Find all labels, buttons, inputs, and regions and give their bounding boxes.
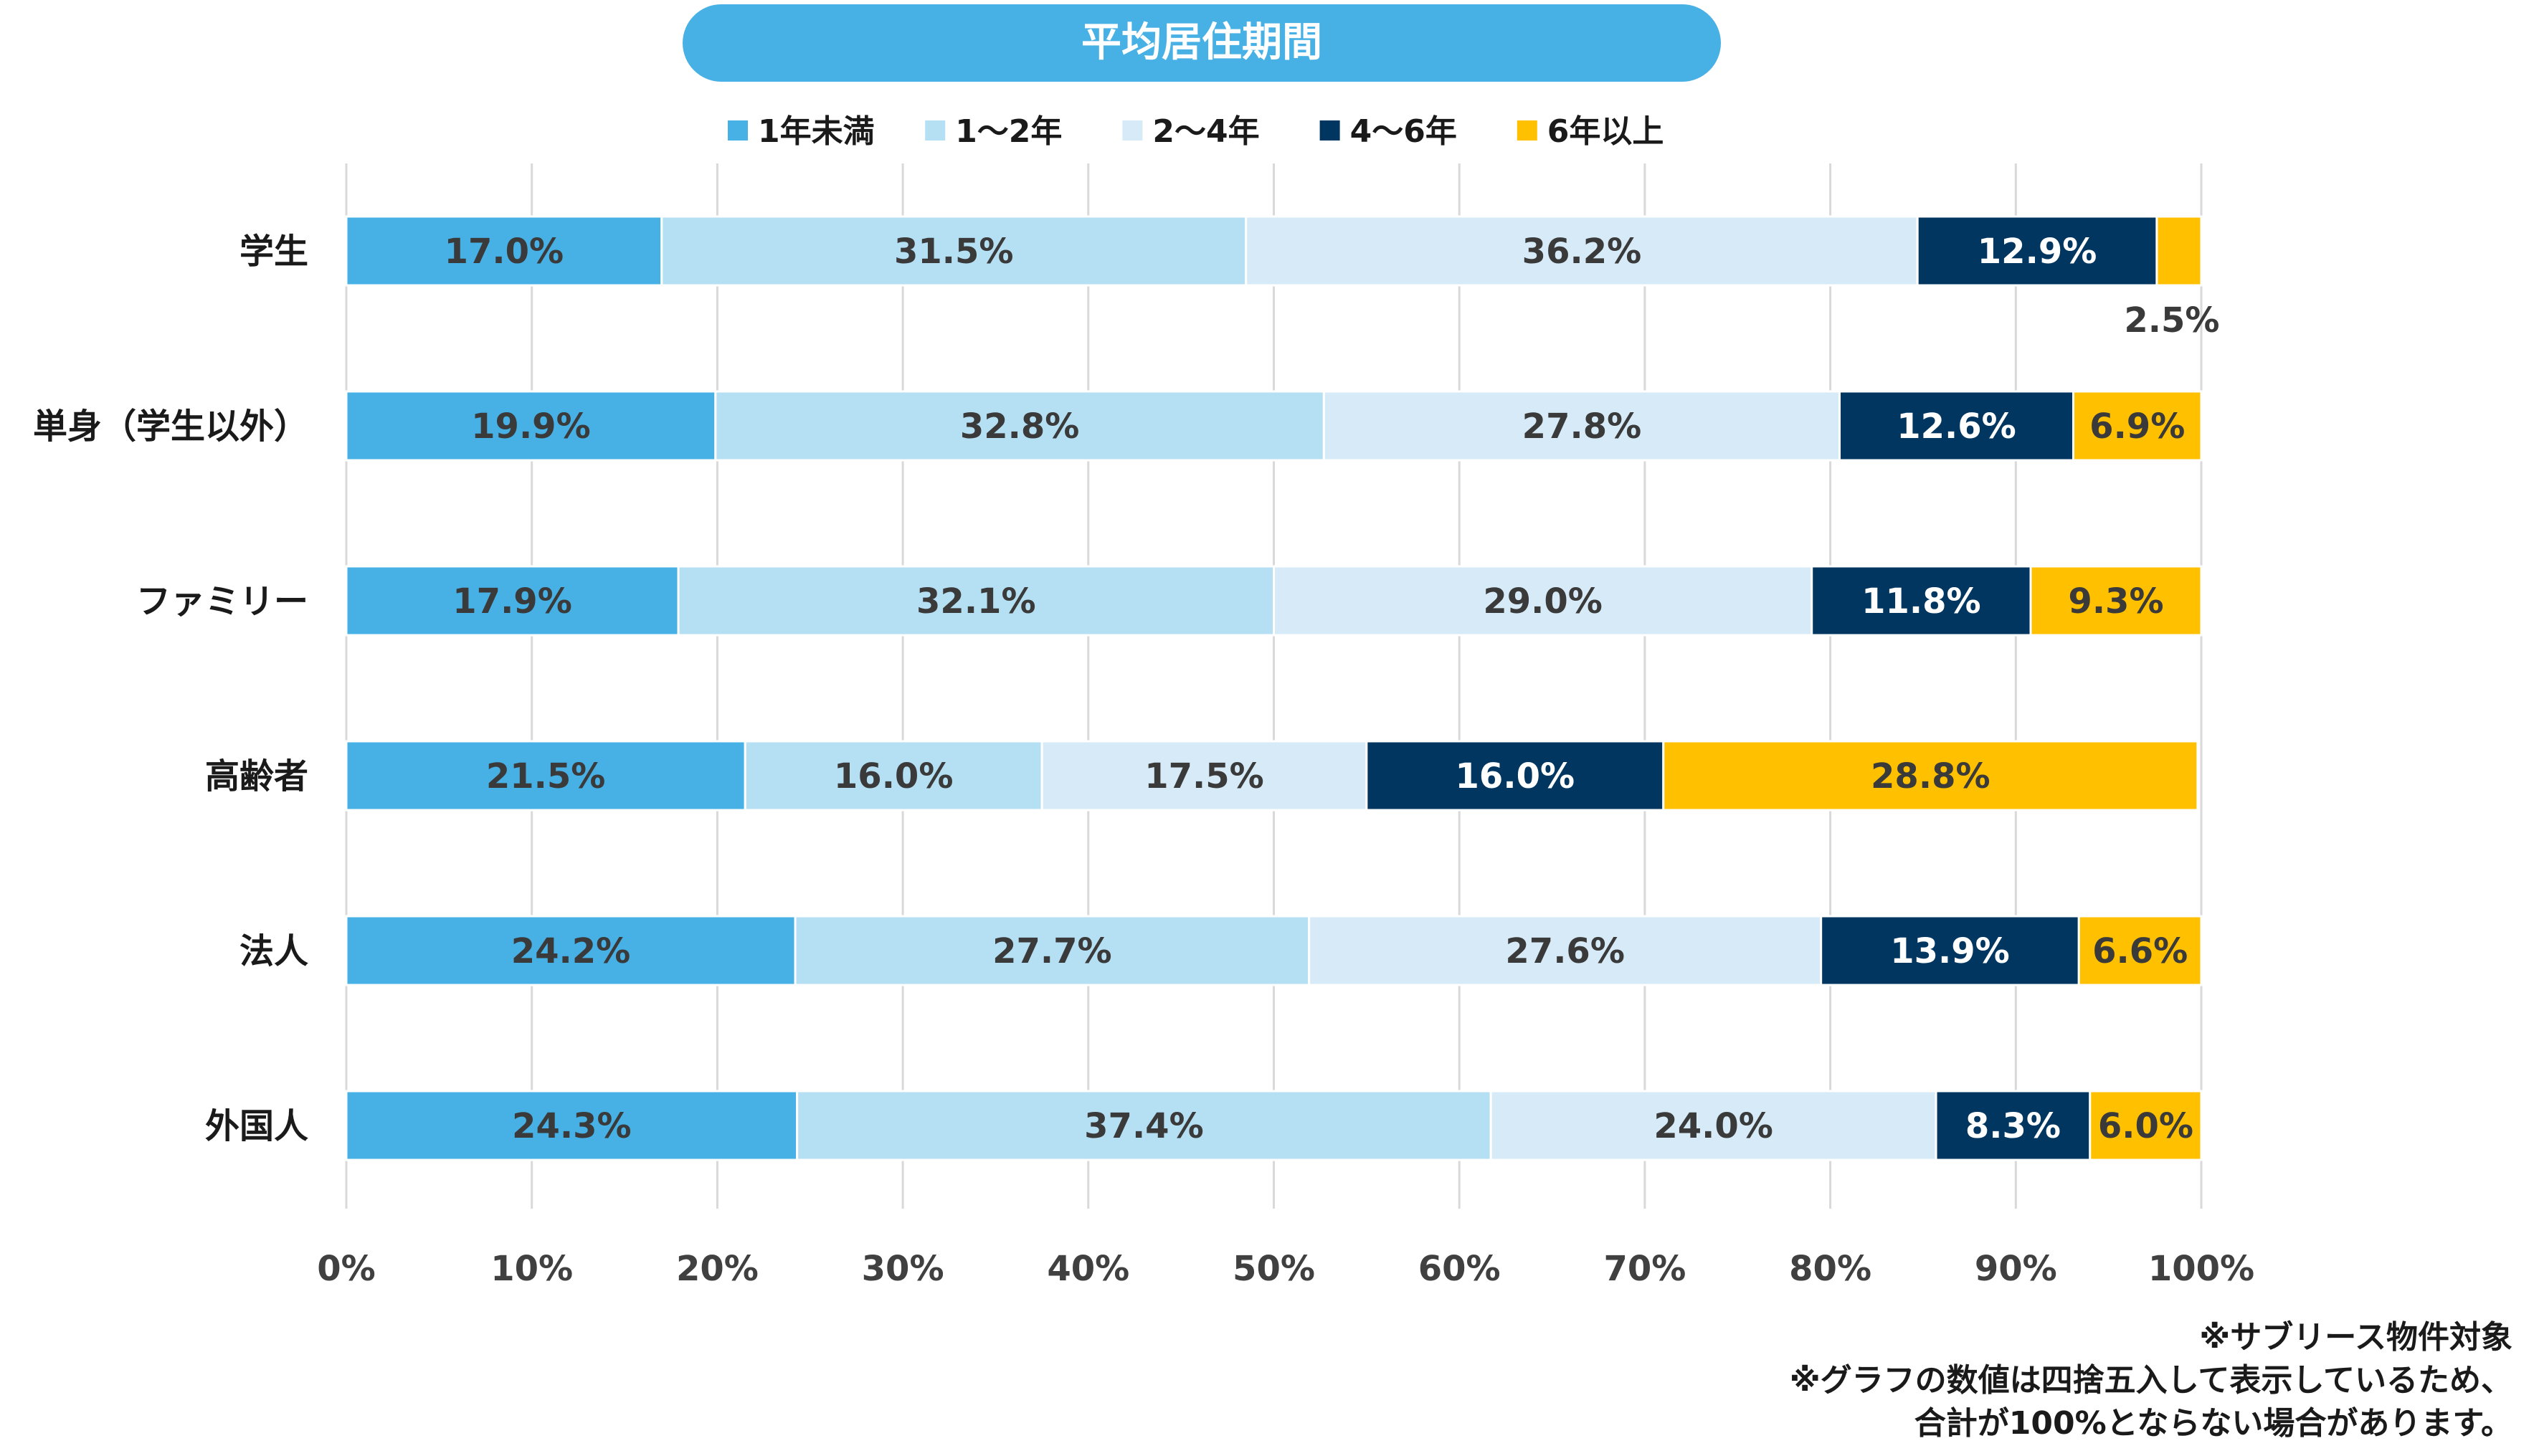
data-label: 16.0%	[834, 756, 954, 796]
x-tick-label: 70%	[1603, 1249, 1686, 1289]
x-tick-label: 40%	[1047, 1249, 1129, 1289]
data-label: 24.2%	[511, 931, 631, 971]
bar-segment	[2029, 565, 2203, 637]
legend: 1年未満 1～2年 2～4年 4～6年 6年以上	[728, 113, 1664, 150]
data-label: 29.0%	[1483, 581, 1603, 622]
x-tick-label: 50%	[1233, 1249, 1315, 1289]
legend-swatch	[1122, 120, 1143, 141]
bar-segment	[1489, 1090, 1937, 1161]
data-label: 37.4%	[1084, 1106, 1204, 1146]
legend-label: 2～4年	[1152, 113, 1259, 150]
data-label: 31.5%	[894, 232, 1014, 272]
bar-segment	[2072, 390, 2203, 462]
chart-title: 平均居住期間	[683, 4, 1721, 82]
bar-segment	[345, 390, 717, 462]
x-tick-label: 80%	[1789, 1249, 1871, 1289]
data-label: 17.9%	[452, 581, 572, 622]
legend-label: 1年未満	[758, 113, 875, 150]
bar-segment	[1820, 915, 2080, 986]
bar-segment	[2077, 915, 2203, 986]
data-label: 13.9%	[1890, 931, 2010, 971]
x-tick-label: 90%	[1975, 1249, 2057, 1289]
x-tick-label: 60%	[1418, 1249, 1501, 1289]
data-label: 21.5%	[486, 756, 606, 796]
category-label: 学生	[239, 232, 308, 272]
bar-segment	[660, 215, 1248, 287]
data-label: 24.0%	[1653, 1106, 1773, 1146]
legend-label: 1～2年	[955, 113, 1062, 150]
footnote-3: 合計が100%とならない場合があります。	[1914, 1405, 2512, 1442]
bar-segment	[2089, 1090, 2203, 1161]
bar-segment	[794, 915, 1311, 986]
bar-segment	[1322, 390, 1841, 462]
data-label: 27.6%	[1505, 931, 1625, 971]
category-label: 法人	[239, 931, 308, 971]
legend-label: 6年以上	[1547, 113, 1664, 150]
bar-segment	[345, 915, 797, 986]
bar-segment	[2155, 215, 2203, 287]
x-tick-label: 30%	[862, 1249, 944, 1289]
data-label: 2.5%	[2124, 300, 2219, 341]
gridlines	[345, 163, 2203, 1209]
data-labels: 17.0% 31.5% 36.2% 12.9% 2.5% 19.9% 32.8% 27.8% 1…	[445, 232, 2220, 1146]
data-label: 8.3%	[1965, 1106, 2061, 1146]
category-label: 外国人	[205, 1106, 308, 1146]
data-label: 17.0%	[445, 232, 564, 272]
bar-segment	[1935, 1090, 2092, 1161]
footnotes: ※サブリース物件対象 ※グラフの数値は四捨五入して表示しているため、 合計が10…	[1790, 1316, 2512, 1445]
data-label: 6.6%	[2092, 931, 2188, 971]
footnote-2: ※グラフの数値は四捨五入して表示しているため、	[1789, 1362, 2512, 1399]
data-label: 16.0%	[1456, 756, 1575, 796]
bar-segment	[1040, 740, 1368, 812]
x-tick-labels: 0% 10% 20% 30% 40% 50% 60% 70% 80% 90% 100%	[317, 1249, 2254, 1289]
legend-swatch	[925, 120, 946, 141]
bar-segment	[1838, 390, 2074, 462]
data-label: 24.3%	[512, 1106, 632, 1146]
data-label: 12.6%	[1897, 406, 2016, 447]
legend-swatch	[1319, 120, 1340, 141]
bar-segment	[714, 390, 1325, 462]
bar-segment	[744, 740, 1043, 812]
bar-segment	[345, 565, 680, 637]
data-label: 28.8%	[1871, 756, 1990, 796]
data-label: 11.8%	[1861, 581, 1981, 622]
bar-segment	[345, 1090, 799, 1161]
bar-segment	[1662, 740, 2199, 812]
bar-segment	[345, 740, 746, 812]
bar-segment	[796, 1090, 1492, 1161]
data-label: 36.2%	[1522, 232, 1642, 272]
data-label: 27.8%	[1522, 406, 1642, 447]
bar-segment	[345, 215, 663, 287]
legend-label: 4～6年	[1350, 113, 1457, 150]
x-tick-label: 10%	[490, 1249, 573, 1289]
data-label: 12.9%	[1978, 232, 2097, 272]
data-label: 19.9%	[471, 406, 591, 447]
bars	[345, 215, 2203, 1161]
data-label: 27.7%	[992, 931, 1112, 971]
bar-segment	[1308, 915, 1823, 986]
data-label: 6.9%	[2089, 406, 2185, 447]
x-tick-label: 20%	[676, 1249, 759, 1289]
category-label: 単身（学生以外）	[33, 406, 308, 447]
data-label: 9.3%	[2068, 581, 2163, 622]
category-label: 高齢者	[205, 756, 308, 796]
x-tick-label: 100%	[2148, 1249, 2254, 1289]
category-label: ファミリー	[136, 581, 308, 622]
legend-swatch	[728, 120, 748, 141]
footnote-1: ※サブリース物件対象	[2199, 1319, 2512, 1356]
bar-segment	[1365, 740, 1665, 812]
legend-swatch	[1517, 120, 1537, 141]
x-tick-label: 0%	[317, 1249, 376, 1289]
data-label: 17.5%	[1144, 756, 1264, 796]
data-label: 32.8%	[960, 406, 1080, 447]
data-label: 6.0%	[2098, 1106, 2193, 1146]
bar-segment	[1245, 215, 1919, 287]
data-label: 32.1%	[916, 581, 1036, 622]
